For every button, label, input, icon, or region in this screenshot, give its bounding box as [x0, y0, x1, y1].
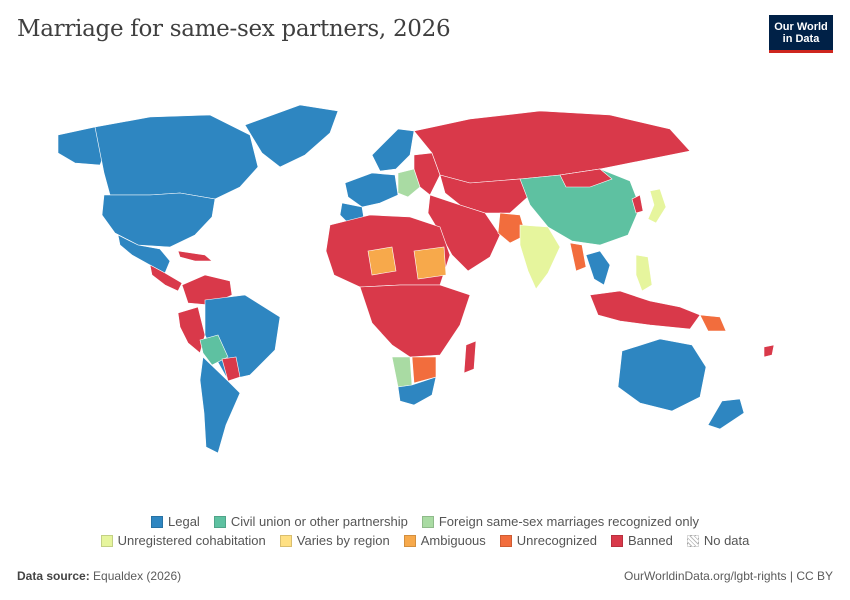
chart-title: Marriage for same-sex partners, 2026	[17, 16, 451, 42]
region-central-europe[interactable]	[397, 168, 421, 198]
region-madagascar[interactable]	[463, 340, 477, 374]
region-japan[interactable]	[647, 188, 667, 224]
legend-item-legal[interactable]: Legal	[151, 514, 200, 529]
logo-line-2: in Data	[782, 32, 820, 45]
legend-label: Banned	[628, 533, 673, 548]
region-mozambique[interactable]	[411, 356, 437, 384]
legend-swatch-unregistered-cohabitation	[100, 534, 113, 547]
legend-swatch-varies-by-region	[279, 534, 292, 547]
legend-label: No data	[703, 533, 750, 548]
region-southeast-asia[interactable]	[585, 250, 611, 286]
region-central-america[interactable]	[149, 264, 183, 292]
legend-row-1: Legal Civil union or other partnership F…	[0, 514, 850, 529]
logo-line-1: Our World	[774, 20, 828, 33]
legend-label: Varies by region	[296, 533, 390, 548]
region-southern-africa[interactable]	[397, 376, 437, 406]
region-south-asia-west[interactable]	[497, 212, 527, 244]
region-greenland[interactable]	[244, 104, 339, 168]
region-myanmar[interactable]	[569, 242, 587, 272]
data-source-label: Data source:	[17, 569, 90, 583]
legend-swatch-civil-union	[213, 515, 226, 528]
legend-swatch-foreign-recognized	[421, 515, 434, 528]
legend-swatch-legal	[151, 515, 163, 528]
source-url-link[interactable]: OurWorldinData.org/lgbt-rights | CC BY	[624, 569, 833, 583]
region-central-africa[interactable]	[359, 284, 471, 358]
world-map[interactable]	[0, 95, 850, 465]
legend-label: Ambiguous	[420, 533, 486, 548]
legend-label: Legal	[168, 514, 200, 529]
legend-item-foreign-recognized[interactable]: Foreign same-sex marriages recognized on…	[421, 514, 699, 529]
legend-swatch-banned	[611, 534, 624, 547]
legend-item-unregistered-cohabitation[interactable]: Unregistered cohabitation	[100, 533, 266, 548]
region-pacific-islands[interactable]	[763, 344, 775, 358]
data-source: Data source: Equaldex (2026)	[17, 569, 181, 583]
region-colombia-venezuela[interactable]	[181, 274, 233, 306]
legend-label: Civil union or other partnership	[230, 514, 408, 529]
region-australia[interactable]	[617, 338, 707, 412]
region-india[interactable]	[519, 224, 561, 290]
legend-swatch-no-data	[686, 534, 699, 547]
data-source-value: Equaldex (2026)	[93, 569, 182, 583]
region-paraguay[interactable]	[221, 356, 241, 382]
region-scandinavia[interactable]	[371, 128, 415, 172]
legend-item-ambiguous[interactable]: Ambiguous	[403, 533, 486, 548]
region-mali-niger[interactable]	[367, 246, 397, 276]
region-namibia-botswana[interactable]	[391, 356, 413, 388]
region-central-asia[interactable]	[439, 174, 531, 214]
region-papua[interactable]	[699, 314, 727, 332]
owid-logo[interactable]: Our World in Data	[769, 15, 833, 53]
region-southern-cone[interactable]	[199, 356, 241, 454]
region-western-europe[interactable]	[344, 172, 399, 208]
region-usa[interactable]	[101, 192, 216, 248]
region-indonesia[interactable]	[589, 290, 701, 330]
legend-label: Unrecognized	[516, 533, 598, 548]
region-canada[interactable]	[94, 114, 259, 200]
legend-item-unrecognized[interactable]: Unrecognized	[499, 533, 598, 548]
legend-item-no-data[interactable]: No data	[686, 533, 750, 548]
region-korea[interactable]	[631, 194, 644, 214]
world-map-svg[interactable]	[0, 95, 850, 465]
legend-row-2: Unregistered cohabitation Varies by regi…	[0, 533, 850, 548]
legend-label: Unregistered cohabitation	[117, 533, 266, 548]
region-new-zealand[interactable]	[707, 398, 745, 430]
region-philippines[interactable]	[635, 254, 653, 292]
legend-item-civil-union[interactable]: Civil union or other partnership	[213, 514, 408, 529]
legend-label: Foreign same-sex marriages recognized on…	[438, 514, 699, 529]
region-chad-sudan[interactable]	[413, 246, 447, 280]
region-peru[interactable]	[177, 306, 206, 354]
region-middle-east[interactable]	[427, 194, 501, 272]
region-mongolia[interactable]	[559, 168, 613, 188]
legend-swatch-unrecognized	[499, 534, 512, 547]
region-bolivia[interactable]	[199, 334, 229, 366]
region-russia[interactable]	[413, 110, 691, 184]
legend-item-banned[interactable]: Banned	[611, 533, 673, 548]
legend-swatch-ambiguous	[403, 534, 416, 547]
region-caribbean[interactable]	[177, 250, 213, 262]
legend-item-varies-by-region[interactable]: Varies by region	[279, 533, 390, 548]
